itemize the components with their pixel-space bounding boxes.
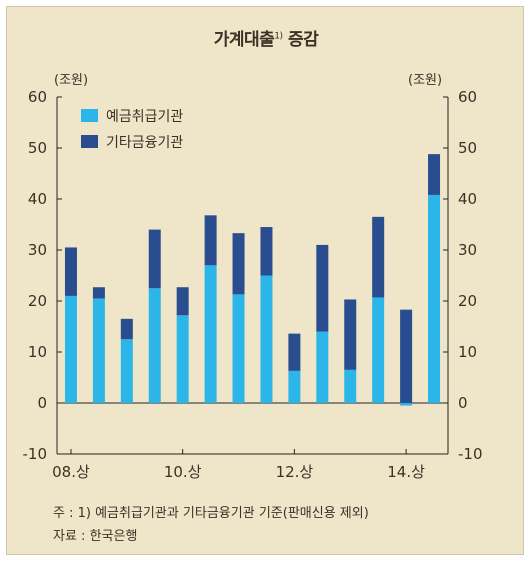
chart-title-footnote-mark: 1) bbox=[274, 31, 283, 42]
bar-segment-other bbox=[428, 154, 441, 195]
chart-title: 가계대출1) 증감 bbox=[0, 25, 532, 50]
x-tick-label: 08.상 bbox=[52, 463, 90, 481]
y-unit-left: (조원) bbox=[54, 73, 88, 88]
bar-segment-deposit bbox=[428, 194, 441, 403]
y-tick-label-right: 60 bbox=[458, 88, 477, 106]
bar-segment-deposit bbox=[120, 339, 133, 403]
y-tick-label-left: 10 bbox=[28, 343, 47, 361]
bar-segment-other bbox=[372, 216, 385, 298]
bar-segment-deposit bbox=[64, 295, 77, 403]
chart-title-suffix: 증감 bbox=[282, 30, 319, 50]
x-tick-label: 14.상 bbox=[387, 463, 425, 481]
footnote: 주 : 1) 예금취급기관과 기타금융기관 기준(판매신용 제외) bbox=[53, 506, 369, 521]
y-tick-label-right: -10 bbox=[458, 445, 483, 463]
bar-segment-deposit bbox=[288, 370, 301, 403]
bar-segment-deposit bbox=[316, 331, 329, 403]
bar-segment-other bbox=[344, 299, 357, 370]
bar-segment-deposit bbox=[232, 294, 245, 403]
y-tick-label-right: 10 bbox=[458, 343, 477, 361]
bar-segment-other bbox=[64, 247, 77, 296]
bar-segment-other bbox=[288, 333, 301, 371]
y-tick-label-left: 40 bbox=[28, 190, 47, 208]
bar-segment-other bbox=[232, 233, 245, 295]
chart-title-text: 가계대출 bbox=[213, 30, 275, 50]
legend-label: 예금취급기관 bbox=[106, 109, 183, 125]
y-unit-right: (조원) bbox=[408, 73, 442, 88]
bar-segment-other bbox=[148, 229, 161, 289]
bar-segment-other bbox=[400, 309, 413, 403]
bar-segment-deposit bbox=[148, 288, 161, 403]
y-tick-label-left: 50 bbox=[28, 139, 47, 157]
bar-segment-deposit bbox=[372, 297, 385, 403]
y-tick-label-left: 30 bbox=[28, 241, 47, 259]
bar-segment-other bbox=[260, 227, 273, 276]
y-tick-label-right: 0 bbox=[458, 394, 468, 412]
bar-segment-other bbox=[204, 215, 217, 266]
x-tick-label: 10.상 bbox=[164, 463, 202, 481]
bar-segment-other bbox=[120, 318, 133, 340]
legend-label: 기타금융기관 bbox=[106, 135, 183, 151]
x-tick-label: 12.상 bbox=[276, 463, 314, 481]
legend-swatch bbox=[81, 109, 98, 122]
y-tick-label-left: 20 bbox=[28, 292, 47, 310]
bar-segment-deposit bbox=[176, 315, 189, 403]
source-note: 자료 : 한국은행 bbox=[53, 529, 138, 544]
bar-segment-deposit bbox=[92, 298, 105, 403]
y-tick-label-left: -10 bbox=[23, 445, 48, 463]
bar-segment-deposit bbox=[260, 275, 273, 403]
y-tick-label-right: 20 bbox=[458, 292, 477, 310]
y-tick-label-right: 40 bbox=[458, 190, 477, 208]
bar-segment-deposit bbox=[400, 403, 413, 406]
y-tick-label-right: 50 bbox=[458, 139, 477, 157]
bar-segment-other bbox=[92, 287, 105, 299]
y-tick-label-left: 0 bbox=[37, 394, 47, 412]
axes-layer: -10 -10 0 0 10 10 20 20 30 30 40 40 50 50 60 60 (조원) (조원)… bbox=[23, 73, 483, 481]
bar-segment-other bbox=[316, 244, 329, 332]
bars-layer bbox=[64, 154, 441, 406]
legend-swatch bbox=[81, 135, 98, 148]
bar-segment-deposit bbox=[344, 369, 357, 403]
y-tick-label-right: 30 bbox=[458, 241, 477, 259]
bar-segment-deposit bbox=[204, 265, 217, 403]
y-tick-label-left: 60 bbox=[28, 88, 47, 106]
bar-segment-other bbox=[176, 287, 189, 316]
